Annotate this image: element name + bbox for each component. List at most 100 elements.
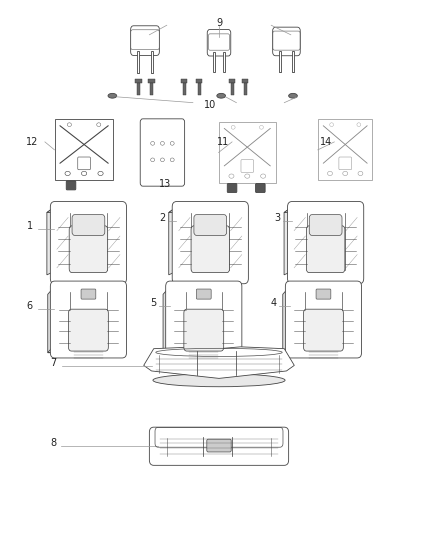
Bar xyxy=(219,122,276,183)
Ellipse shape xyxy=(160,141,164,145)
Text: 11: 11 xyxy=(217,137,230,147)
Bar xyxy=(198,83,201,95)
Polygon shape xyxy=(169,207,177,275)
Bar xyxy=(55,119,113,180)
FancyBboxPatch shape xyxy=(66,181,76,190)
Bar xyxy=(279,51,281,72)
FancyBboxPatch shape xyxy=(255,183,265,192)
FancyBboxPatch shape xyxy=(309,215,342,236)
Text: 10: 10 xyxy=(204,100,216,110)
FancyBboxPatch shape xyxy=(273,31,300,50)
Bar xyxy=(229,79,235,83)
FancyBboxPatch shape xyxy=(140,119,185,186)
Ellipse shape xyxy=(328,171,332,175)
Bar xyxy=(292,51,294,72)
Ellipse shape xyxy=(343,171,348,175)
FancyBboxPatch shape xyxy=(149,427,289,465)
FancyBboxPatch shape xyxy=(207,29,231,56)
Bar xyxy=(151,51,153,73)
Polygon shape xyxy=(47,207,55,275)
FancyBboxPatch shape xyxy=(194,215,227,236)
Polygon shape xyxy=(47,207,122,213)
Text: 4: 4 xyxy=(270,298,276,308)
FancyBboxPatch shape xyxy=(69,226,108,272)
FancyBboxPatch shape xyxy=(304,309,343,351)
FancyBboxPatch shape xyxy=(131,30,159,50)
Text: 6: 6 xyxy=(27,301,33,311)
FancyBboxPatch shape xyxy=(227,183,237,192)
FancyBboxPatch shape xyxy=(68,309,108,351)
Ellipse shape xyxy=(170,158,174,161)
Bar xyxy=(212,52,215,72)
FancyBboxPatch shape xyxy=(81,289,96,299)
Ellipse shape xyxy=(170,141,174,145)
Text: 7: 7 xyxy=(50,358,57,368)
FancyBboxPatch shape xyxy=(207,439,231,452)
Polygon shape xyxy=(163,349,237,353)
FancyBboxPatch shape xyxy=(288,201,364,284)
Ellipse shape xyxy=(231,125,235,129)
Polygon shape xyxy=(169,207,244,213)
Ellipse shape xyxy=(245,174,250,178)
Ellipse shape xyxy=(98,171,103,175)
Bar xyxy=(137,83,140,95)
Ellipse shape xyxy=(151,141,155,145)
Ellipse shape xyxy=(108,93,117,98)
Ellipse shape xyxy=(151,158,155,161)
Bar xyxy=(148,79,155,83)
Text: 13: 13 xyxy=(159,179,171,189)
Polygon shape xyxy=(284,207,292,275)
FancyBboxPatch shape xyxy=(78,157,90,169)
Bar xyxy=(223,52,226,72)
FancyBboxPatch shape xyxy=(339,157,352,169)
Polygon shape xyxy=(144,347,294,378)
Bar xyxy=(181,79,187,83)
Ellipse shape xyxy=(357,123,361,126)
Text: 9: 9 xyxy=(216,18,222,28)
Ellipse shape xyxy=(153,374,285,387)
FancyBboxPatch shape xyxy=(72,215,105,236)
Ellipse shape xyxy=(358,171,363,175)
FancyBboxPatch shape xyxy=(191,226,230,272)
Bar xyxy=(135,79,141,83)
Bar xyxy=(150,83,153,95)
Ellipse shape xyxy=(330,123,333,126)
Ellipse shape xyxy=(65,171,70,175)
FancyBboxPatch shape xyxy=(208,34,230,50)
Ellipse shape xyxy=(97,123,101,126)
Text: 1: 1 xyxy=(27,221,33,231)
Polygon shape xyxy=(284,207,359,213)
Bar xyxy=(230,83,233,95)
Polygon shape xyxy=(283,349,357,353)
Text: 3: 3 xyxy=(275,213,281,223)
Text: 8: 8 xyxy=(50,438,57,448)
Text: 2: 2 xyxy=(159,213,166,223)
Bar xyxy=(137,51,139,73)
Polygon shape xyxy=(163,286,170,353)
Text: 5: 5 xyxy=(151,298,157,308)
Bar xyxy=(196,79,202,83)
Bar xyxy=(244,83,247,95)
FancyBboxPatch shape xyxy=(184,309,224,351)
FancyBboxPatch shape xyxy=(241,160,254,172)
Polygon shape xyxy=(283,286,290,353)
FancyBboxPatch shape xyxy=(172,201,248,284)
Ellipse shape xyxy=(67,123,71,126)
FancyBboxPatch shape xyxy=(166,281,242,358)
FancyBboxPatch shape xyxy=(286,281,361,358)
Text: 12: 12 xyxy=(26,137,38,147)
Bar xyxy=(318,119,372,180)
FancyBboxPatch shape xyxy=(307,226,345,272)
Polygon shape xyxy=(48,349,122,353)
FancyBboxPatch shape xyxy=(50,281,127,358)
Bar xyxy=(183,83,186,95)
FancyBboxPatch shape xyxy=(131,26,159,55)
Ellipse shape xyxy=(289,93,297,98)
Bar xyxy=(242,79,248,83)
Ellipse shape xyxy=(229,174,234,178)
FancyBboxPatch shape xyxy=(273,27,300,56)
Text: 14: 14 xyxy=(319,137,332,147)
FancyBboxPatch shape xyxy=(50,201,127,284)
Ellipse shape xyxy=(261,174,266,178)
Ellipse shape xyxy=(81,171,87,175)
